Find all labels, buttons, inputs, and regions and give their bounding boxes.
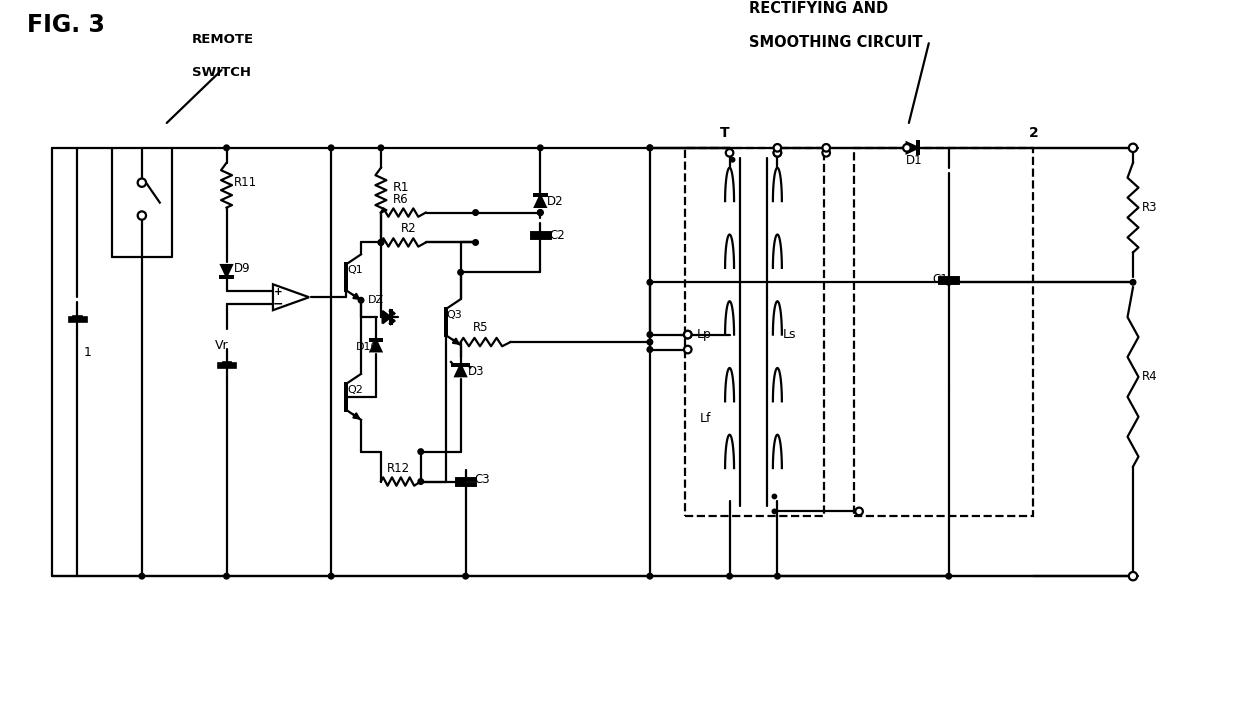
Circle shape bbox=[139, 574, 145, 579]
Circle shape bbox=[378, 239, 383, 245]
Circle shape bbox=[223, 574, 229, 579]
Circle shape bbox=[472, 239, 479, 245]
Polygon shape bbox=[534, 196, 546, 207]
Circle shape bbox=[458, 270, 464, 275]
Circle shape bbox=[727, 574, 733, 579]
Text: −: − bbox=[273, 298, 283, 310]
Text: D9: D9 bbox=[233, 262, 250, 275]
Circle shape bbox=[647, 145, 652, 151]
Text: R12: R12 bbox=[387, 462, 410, 475]
Circle shape bbox=[946, 574, 951, 579]
Text: D2: D2 bbox=[547, 195, 564, 208]
Circle shape bbox=[684, 346, 692, 353]
Text: REMOTE: REMOTE bbox=[192, 33, 254, 47]
Polygon shape bbox=[906, 143, 918, 153]
Circle shape bbox=[647, 574, 652, 579]
Circle shape bbox=[647, 280, 652, 285]
Bar bbox=[684, 148, 825, 516]
Circle shape bbox=[1128, 572, 1137, 580]
Text: R2: R2 bbox=[401, 222, 417, 235]
Circle shape bbox=[946, 280, 951, 285]
Text: 1: 1 bbox=[84, 346, 92, 358]
Polygon shape bbox=[221, 265, 232, 277]
Circle shape bbox=[684, 331, 692, 338]
Text: Q1: Q1 bbox=[347, 265, 363, 275]
Circle shape bbox=[223, 145, 229, 151]
Text: RECTIFYING AND: RECTIFYING AND bbox=[749, 1, 889, 16]
Text: SWITCH: SWITCH bbox=[192, 66, 250, 79]
Text: C1: C1 bbox=[932, 273, 949, 286]
Text: C3: C3 bbox=[475, 473, 490, 486]
Circle shape bbox=[647, 145, 652, 151]
Circle shape bbox=[684, 331, 692, 338]
Circle shape bbox=[725, 149, 733, 156]
Circle shape bbox=[378, 145, 383, 151]
Text: Vr: Vr bbox=[215, 338, 228, 351]
Circle shape bbox=[138, 212, 146, 219]
Circle shape bbox=[822, 144, 830, 151]
Polygon shape bbox=[383, 311, 391, 323]
Text: C2: C2 bbox=[549, 229, 565, 242]
Circle shape bbox=[537, 210, 543, 215]
Text: T: T bbox=[719, 126, 729, 140]
Text: +: + bbox=[274, 287, 283, 297]
Text: FIG. 3: FIG. 3 bbox=[27, 14, 105, 37]
Text: R4: R4 bbox=[1142, 371, 1158, 384]
Circle shape bbox=[773, 494, 776, 498]
Text: Q2: Q2 bbox=[347, 385, 363, 395]
Circle shape bbox=[822, 149, 830, 156]
Circle shape bbox=[472, 210, 479, 215]
Polygon shape bbox=[455, 365, 466, 376]
Circle shape bbox=[378, 239, 383, 245]
Circle shape bbox=[774, 149, 781, 156]
Text: R11: R11 bbox=[233, 176, 257, 189]
Circle shape bbox=[537, 145, 543, 151]
Text: R6: R6 bbox=[393, 193, 409, 206]
Text: D10: D10 bbox=[356, 342, 378, 352]
Circle shape bbox=[418, 479, 424, 484]
Text: Lf: Lf bbox=[701, 412, 712, 424]
Text: R5: R5 bbox=[472, 321, 489, 334]
Circle shape bbox=[773, 509, 776, 513]
Circle shape bbox=[647, 339, 652, 345]
Circle shape bbox=[647, 332, 652, 338]
Circle shape bbox=[418, 449, 424, 455]
Text: Lp: Lp bbox=[697, 328, 712, 341]
Text: D1: D1 bbox=[905, 153, 923, 167]
Circle shape bbox=[329, 145, 334, 151]
Bar bbox=[854, 148, 1033, 516]
Circle shape bbox=[463, 574, 469, 579]
Polygon shape bbox=[371, 340, 382, 351]
Text: Q3: Q3 bbox=[446, 310, 463, 320]
Circle shape bbox=[329, 574, 334, 579]
Circle shape bbox=[903, 144, 910, 151]
Text: Ls: Ls bbox=[782, 328, 796, 341]
Circle shape bbox=[856, 508, 863, 516]
Circle shape bbox=[730, 158, 735, 162]
Circle shape bbox=[537, 210, 543, 215]
Circle shape bbox=[775, 574, 780, 579]
Text: DZ: DZ bbox=[368, 295, 384, 305]
Circle shape bbox=[138, 179, 146, 187]
Circle shape bbox=[647, 347, 652, 352]
Circle shape bbox=[774, 149, 781, 156]
Text: R1: R1 bbox=[393, 181, 409, 194]
Circle shape bbox=[774, 144, 781, 151]
Text: D3: D3 bbox=[467, 366, 484, 379]
Circle shape bbox=[358, 298, 363, 303]
Circle shape bbox=[1128, 143, 1137, 152]
Text: SMOOTHING CIRCUIT: SMOOTHING CIRCUIT bbox=[749, 35, 923, 50]
Circle shape bbox=[1130, 280, 1136, 285]
Text: 2: 2 bbox=[1028, 126, 1038, 140]
Text: R3: R3 bbox=[1142, 201, 1157, 214]
